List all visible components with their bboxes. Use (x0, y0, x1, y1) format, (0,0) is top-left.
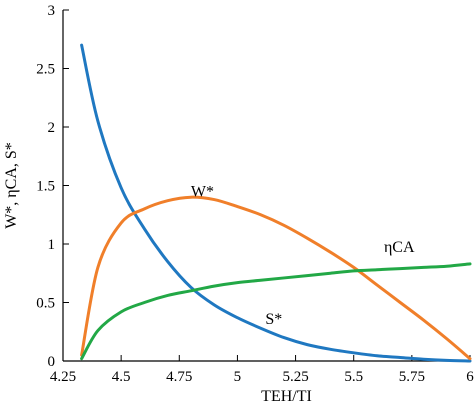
x-tick-label: 5 (234, 369, 242, 385)
x-tick-label: 4.75 (166, 369, 192, 385)
x-tick-label: 6 (466, 369, 474, 385)
y-tick-label: 2 (48, 120, 56, 136)
series-line-eta-ca (80, 262, 472, 361)
series-group (80, 43, 472, 363)
curve-labels: W* ηCA S* (191, 183, 415, 328)
curve-label-eta-ca: ηCA (384, 239, 415, 256)
curve-label-s-star: S* (265, 311, 282, 328)
x-tick-label: 4.5 (112, 369, 131, 385)
y-tick-label: 2.5 (36, 62, 55, 78)
curve-label-w-star: W* (191, 183, 214, 200)
y-tick-label: 3 (48, 3, 56, 19)
y-tick-label: 1.5 (36, 179, 55, 195)
x-tick-label: 5.25 (282, 369, 308, 385)
y-tick-label: 1 (48, 237, 56, 253)
x-tick-label: 5.75 (399, 369, 425, 385)
y-tick-label: 0 (48, 354, 56, 370)
axes: 0 0.5 1 1.5 2 2.5 3 4.25 4.5 4.75 5 5.25 5.5 5.75 6 TEH… (3, 3, 474, 404)
series-line-s-star (80, 43, 472, 363)
x-tick-label: 4.25 (50, 369, 76, 385)
y-axis-title: W*, ηCA, S* (3, 142, 20, 229)
x-tick-label: 5.5 (344, 369, 363, 385)
x-axis-title: TEH/TI (261, 388, 312, 404)
series-line-w-star (80, 195, 472, 361)
y-tick-label: 0.5 (36, 296, 55, 312)
